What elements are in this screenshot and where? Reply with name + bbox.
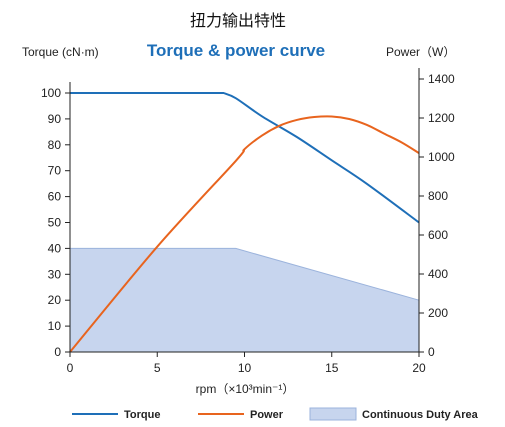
- x-tick-label: 0: [67, 361, 74, 375]
- power-series-line: [69, 115, 420, 353]
- y-left-axis-title: Torque (cN·m): [22, 45, 99, 59]
- y-left-tick-label: 90: [48, 112, 62, 126]
- y-left-tick-label: 100: [41, 86, 61, 100]
- y-right-tick-label: 200: [428, 306, 448, 320]
- y-left-tick-label: 40: [48, 241, 62, 255]
- y-right-axis-title: Power（W）: [386, 45, 455, 59]
- legend-label-torque: Torque: [124, 409, 160, 421]
- legend: Torque Power Continuous Duty Area: [72, 407, 479, 421]
- y-left-tick-label: 50: [48, 216, 62, 230]
- x-tick-label: 15: [325, 361, 339, 375]
- y-right-tick-label: 1400: [428, 72, 455, 86]
- torque-series-line: [70, 92, 420, 224]
- y-left-tick-label: 30: [48, 267, 62, 281]
- y-left-tick-label: 20: [48, 293, 62, 307]
- legend-label-power: Power: [250, 409, 284, 421]
- chart-subtitle: Torque & power curve: [147, 41, 325, 60]
- legend-swatch-continuous-duty-area: [309, 407, 357, 421]
- y-left-tick-label: 0: [54, 345, 61, 359]
- y-left-tick-label: 80: [48, 138, 62, 152]
- y-right-tick-label: 400: [428, 267, 448, 281]
- y-right-tick-label: 600: [428, 228, 448, 242]
- y-left-tick-label: 60: [48, 190, 62, 204]
- y-right-tick-label: 0: [428, 345, 435, 359]
- chart-title: 扭力输出特性: [190, 11, 286, 30]
- y-left-tick-label: 70: [48, 164, 62, 178]
- y-right-tick-label: 1000: [428, 150, 455, 164]
- x-tick-label: 5: [154, 361, 161, 375]
- continuous-duty-area-edge: [70, 247, 420, 301]
- y-right-tick-label: 800: [428, 189, 448, 203]
- x-axis-title: rpm（×10³min⁻¹）: [196, 382, 295, 396]
- legend-label-continuous-duty-area: Continuous Duty Area: [362, 409, 479, 421]
- continuous-duty-area: [70, 248, 419, 352]
- y-left-tick-label: 10: [48, 319, 62, 333]
- x-tick-label: 10: [238, 361, 252, 375]
- x-tick-label: 20: [412, 361, 426, 375]
- y-right-tick-label: 1200: [428, 111, 455, 125]
